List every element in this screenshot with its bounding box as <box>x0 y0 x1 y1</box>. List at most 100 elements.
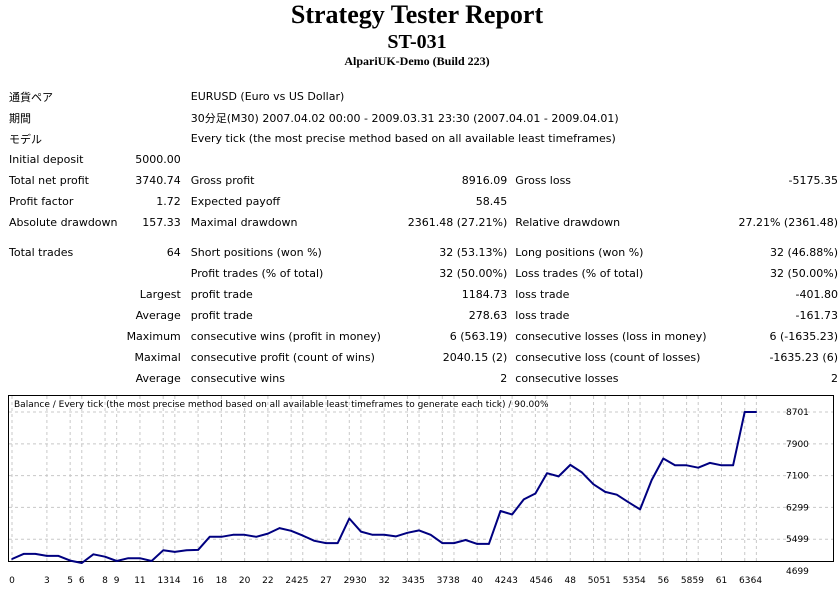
gross-loss-label: Gross loss <box>515 174 572 187</box>
maximal-row: Maximal consecutive profit (count of win… <box>7 347 840 368</box>
data-point <box>92 553 95 556</box>
data-point <box>185 549 188 552</box>
y-tick-label: 7900 <box>786 440 809 450</box>
total-trades-row: Total trades 64 Short positions (won %) … <box>7 242 840 263</box>
data-point <box>360 530 362 533</box>
data-point <box>46 555 48 557</box>
report-table: 通貨ペア EURUSD (Euro vs US Dollar) 期間 30分足(… <box>7 86 840 389</box>
data-point <box>255 535 258 538</box>
drawdown-row: Absolute drawdown 157.33 Maximal drawdow… <box>7 212 840 233</box>
data-point <box>383 534 385 536</box>
x-tick-label: 58 <box>681 576 693 586</box>
data-point <box>220 535 223 538</box>
gross-loss-value: -5175.35 <box>788 174 838 187</box>
data-point <box>488 543 490 545</box>
x-tick-label: 38 <box>448 576 460 586</box>
x-axis-labels: 0 3 5 6 8 9 11 13 14 16 18 20 22 24 25 27 29 30 32 34 35 37 38… <box>9 576 762 586</box>
x-tick-label: 54 <box>634 576 646 586</box>
x-tick-label: 40 <box>472 576 484 586</box>
long-positions-label: Long positions (won %) <box>515 246 644 259</box>
data-point <box>674 464 676 467</box>
maximal-consecutive-loss-value: -1635.23 (6) <box>769 351 838 364</box>
data-point <box>441 542 444 544</box>
x-tick-label: 64 <box>751 576 763 586</box>
data-point <box>627 501 630 504</box>
x-tick-label: 18 <box>216 576 228 586</box>
average-row: Average profit trade 278.63 loss trade -… <box>7 305 840 326</box>
total-trades-label: Total trades <box>9 246 74 259</box>
total-trades-value: 64 <box>166 246 181 259</box>
largest-profit-value: 1184.73 <box>461 288 508 301</box>
x-tick-label: 5 <box>67 576 73 586</box>
data-point <box>476 543 479 545</box>
maximal-consecutive-profit-value: 2040.15 (2) <box>442 351 508 364</box>
profit-factor-value: 1.72 <box>156 195 181 208</box>
net-profit-row: Total net profit 3740.74 Gross profit 89… <box>7 170 840 191</box>
y-tick-label: 4699 <box>786 567 809 577</box>
average-consecutive-row: Average consecutive wins 2 consecutive l… <box>7 368 840 389</box>
x-tick-label: 53 <box>623 576 634 586</box>
avg-consecutive-losses-value: 2 <box>831 372 838 385</box>
x-tick-label: 11 <box>134 576 145 586</box>
model-label: モデル <box>9 132 42 146</box>
data-point <box>732 464 734 467</box>
x-tick-label: 27 <box>320 576 331 586</box>
x-tick-label: 43 <box>506 576 517 586</box>
data-point <box>336 542 339 544</box>
x-tick-label: 50 <box>588 576 600 586</box>
y-tick-label: 5499 <box>786 535 809 545</box>
average-loss-value: -161.73 <box>795 309 838 322</box>
profit-factor-label: Profit factor <box>9 195 74 208</box>
total-net-profit-label: Total net profit <box>9 174 89 187</box>
data-point <box>150 560 153 562</box>
data-point <box>453 542 455 544</box>
gross-profit-label: Gross profit <box>190 174 255 187</box>
data-point <box>301 534 304 537</box>
x-tick-label: 29 <box>344 576 356 586</box>
data-point <box>604 491 606 493</box>
x-tick-label: 42 <box>495 576 506 586</box>
x-tick-label: 30 <box>355 576 367 586</box>
data-point <box>139 557 141 560</box>
data-point <box>22 553 25 555</box>
absolute-drawdown-value: 157.33 <box>142 216 181 229</box>
expert-name: ST-031 <box>387 31 447 53</box>
data-point <box>557 475 560 478</box>
data-point <box>406 532 409 534</box>
x-tick-label: 6 <box>79 576 85 586</box>
data-point <box>325 542 327 544</box>
y-tick-label: 6299 <box>786 503 809 513</box>
symbol-value: EURUSD (Euro vs US Dollar) <box>190 90 345 103</box>
gross-profit-value: 8916.09 <box>461 174 508 187</box>
max-consecutive-losses-value: 6 (-1635.23) <box>769 330 838 343</box>
model-value: Every tick (the most precise method base… <box>190 132 616 145</box>
data-point <box>546 472 548 475</box>
data-point <box>348 517 351 520</box>
data-point <box>429 534 432 536</box>
data-point <box>313 539 316 542</box>
data-point <box>511 513 513 516</box>
data-point <box>232 534 234 536</box>
x-tick-label: 13 <box>157 576 168 586</box>
average-profit-label: profit trade <box>190 309 253 322</box>
maximal-drawdown-label: Maximal drawdown <box>190 216 298 229</box>
max-consecutive-wins-value: 6 (563.19) <box>449 330 508 343</box>
data-point <box>69 559 71 562</box>
x-tick-label: 48 <box>565 576 577 586</box>
data-point <box>208 535 211 538</box>
data-point <box>197 549 199 551</box>
max-consecutive-losses-label: consecutive losses (loss in money) <box>515 330 707 343</box>
initial-deposit-row: Initial deposit 5000.00 <box>7 149 840 170</box>
x-tick-label: 16 <box>192 576 204 586</box>
data-point <box>616 493 618 496</box>
data-point <box>592 483 595 486</box>
avg-consecutive-wins-value: 2 <box>500 372 508 385</box>
maximal-label: Maximal <box>134 351 181 364</box>
x-tick-label: 3 <box>44 576 50 586</box>
period-value: 30分足(M30) 2007.04.02 00:00 - 2009.03.31 … <box>190 111 619 125</box>
average-loss-label: loss trade <box>515 309 570 322</box>
initial-deposit-label: Initial deposit <box>9 153 84 166</box>
x-tick-label: 0 <box>9 576 15 586</box>
expected-payoff-value: 58.45 <box>475 195 508 208</box>
short-positions-label: Short positions (won %) <box>190 246 322 259</box>
